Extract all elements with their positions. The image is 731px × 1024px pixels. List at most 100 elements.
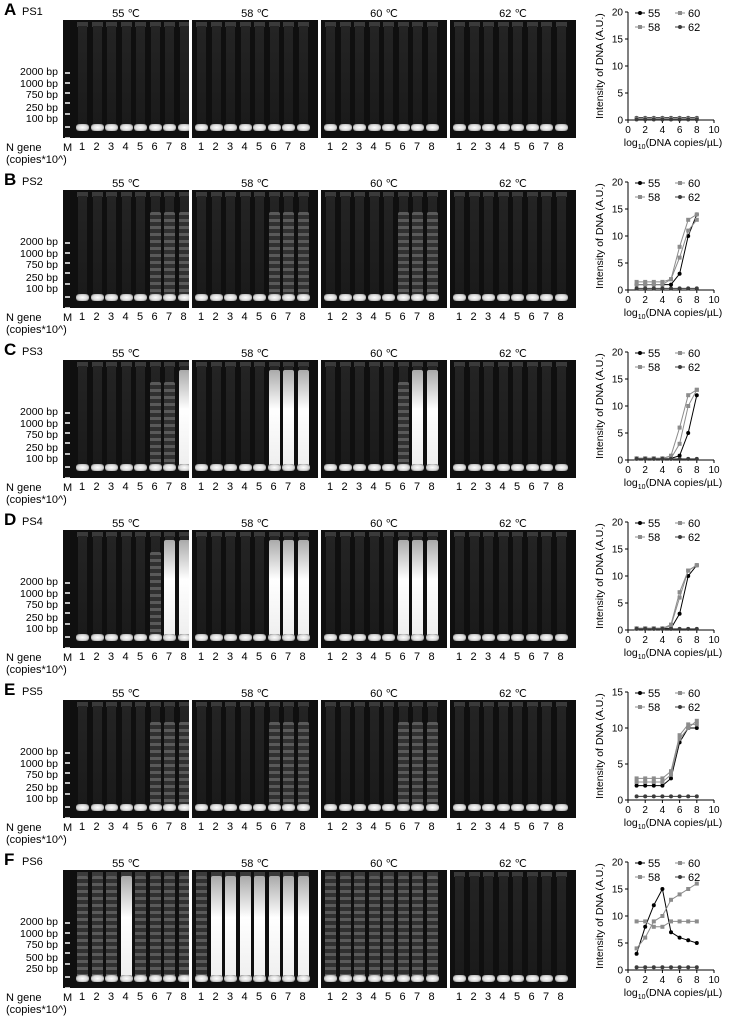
gel-lane — [513, 536, 522, 636]
data-point-62 — [660, 117, 665, 122]
primer-band — [540, 634, 553, 641]
primer-band — [105, 124, 118, 131]
y-tick-label: 0 — [617, 796, 623, 807]
x-tick-label: 6 — [677, 465, 683, 476]
n-gene-line1: N gene — [6, 652, 42, 664]
gel-lane — [469, 26, 479, 126]
gel-well — [297, 362, 309, 367]
ladder-band — [65, 72, 70, 74]
product-smear — [149, 382, 161, 468]
primer-band — [425, 634, 439, 641]
data-point-58 — [677, 892, 682, 897]
ladder-band — [65, 582, 70, 584]
data-point-62 — [643, 286, 648, 291]
gel-lane — [107, 366, 116, 466]
primer-band — [453, 124, 466, 131]
lane-number: 8 — [180, 821, 187, 833]
primer-band — [296, 124, 310, 131]
gel-well — [91, 702, 103, 707]
gel-well — [325, 362, 336, 367]
marker-label: 250 bp — [25, 782, 58, 794]
lane-number: 4 — [370, 311, 377, 323]
lane-number: 4 — [241, 141, 248, 153]
lane-number: 4 — [499, 481, 506, 493]
primer-band — [554, 804, 568, 811]
gel-well — [254, 532, 265, 537]
gel-well — [196, 362, 207, 367]
lane-number: 6 — [528, 311, 535, 323]
legend-label-58: 58 — [648, 192, 660, 204]
lane-number: 8 — [299, 141, 306, 153]
ladder-band — [65, 283, 70, 285]
gel-image — [450, 700, 576, 818]
data-point-62 — [651, 794, 656, 799]
y-tick-label: 10 — [612, 402, 624, 413]
marker-label: 2000 bp — [20, 66, 58, 78]
lane-number: 3 — [355, 991, 363, 1003]
data-point-62 — [677, 965, 682, 970]
gel-well — [426, 872, 438, 877]
lane-number: 8 — [299, 821, 306, 833]
data-point-62 — [651, 965, 656, 970]
gel-well — [164, 532, 175, 537]
data-point-58 — [686, 887, 691, 891]
n-gene-line2: (copies*10^) — [6, 324, 67, 336]
primer-band — [163, 464, 176, 471]
primer-band — [282, 294, 295, 301]
gel-well — [268, 362, 280, 367]
ladder-band — [65, 453, 70, 455]
x-tick-label: 2 — [642, 635, 648, 646]
gel-lane — [455, 26, 464, 126]
product-smear — [283, 370, 294, 468]
lane-number: 8 — [428, 651, 435, 663]
primer-band — [105, 634, 118, 641]
data-point-55 — [634, 783, 639, 788]
primer-band — [482, 634, 495, 641]
x-tick-label: 4 — [660, 465, 666, 476]
data-point-58 — [643, 935, 648, 940]
ladder-band — [65, 82, 70, 84]
intensity-chart: 0 5 10 15 20 0 2 4 6 8 10 log10(DNA copies/µL) Inten… — [590, 2, 731, 162]
data-point-62 — [669, 626, 673, 631]
primer-band — [411, 975, 424, 982]
primer-band — [209, 294, 223, 301]
primer-band — [195, 634, 208, 641]
gel-well — [483, 532, 494, 537]
ladder-band — [65, 272, 70, 274]
legend-label-55: 55 — [648, 348, 660, 360]
primer-band — [253, 464, 266, 471]
lane-number: 3 — [226, 311, 234, 323]
data-point-60 — [677, 255, 682, 260]
primer-band — [282, 124, 295, 131]
gel-well — [77, 872, 88, 877]
lane-number: 1 — [78, 481, 86, 493]
gel-well — [354, 702, 365, 707]
lane-number: 1 — [326, 991, 334, 1003]
ladder-band — [65, 932, 70, 934]
data-point-55 — [669, 282, 673, 287]
data-point-62 — [694, 117, 699, 122]
lane-number: 5 — [384, 481, 392, 493]
product-smear — [412, 876, 423, 980]
marker-label: 2000 bp — [20, 576, 58, 588]
legend-marker-60 — [678, 521, 682, 525]
product-smear — [225, 876, 236, 980]
gel-lane — [469, 706, 479, 806]
gel-well — [454, 872, 465, 877]
lane-number: 2 — [470, 821, 477, 833]
data-point-62 — [634, 794, 639, 799]
product-smear — [268, 722, 280, 808]
gel-well — [283, 362, 294, 367]
lane-number: 7 — [413, 821, 421, 833]
product-smear — [383, 876, 394, 980]
gel-lane — [340, 536, 350, 636]
gel-lane — [355, 196, 364, 296]
x-tick-label: 4 — [660, 295, 666, 306]
primer-band — [467, 124, 481, 131]
gel-well — [412, 192, 423, 197]
marker-labels: 2000 bp 1000 bp 750 bp 250 bp 100 bp — [0, 512, 58, 652]
